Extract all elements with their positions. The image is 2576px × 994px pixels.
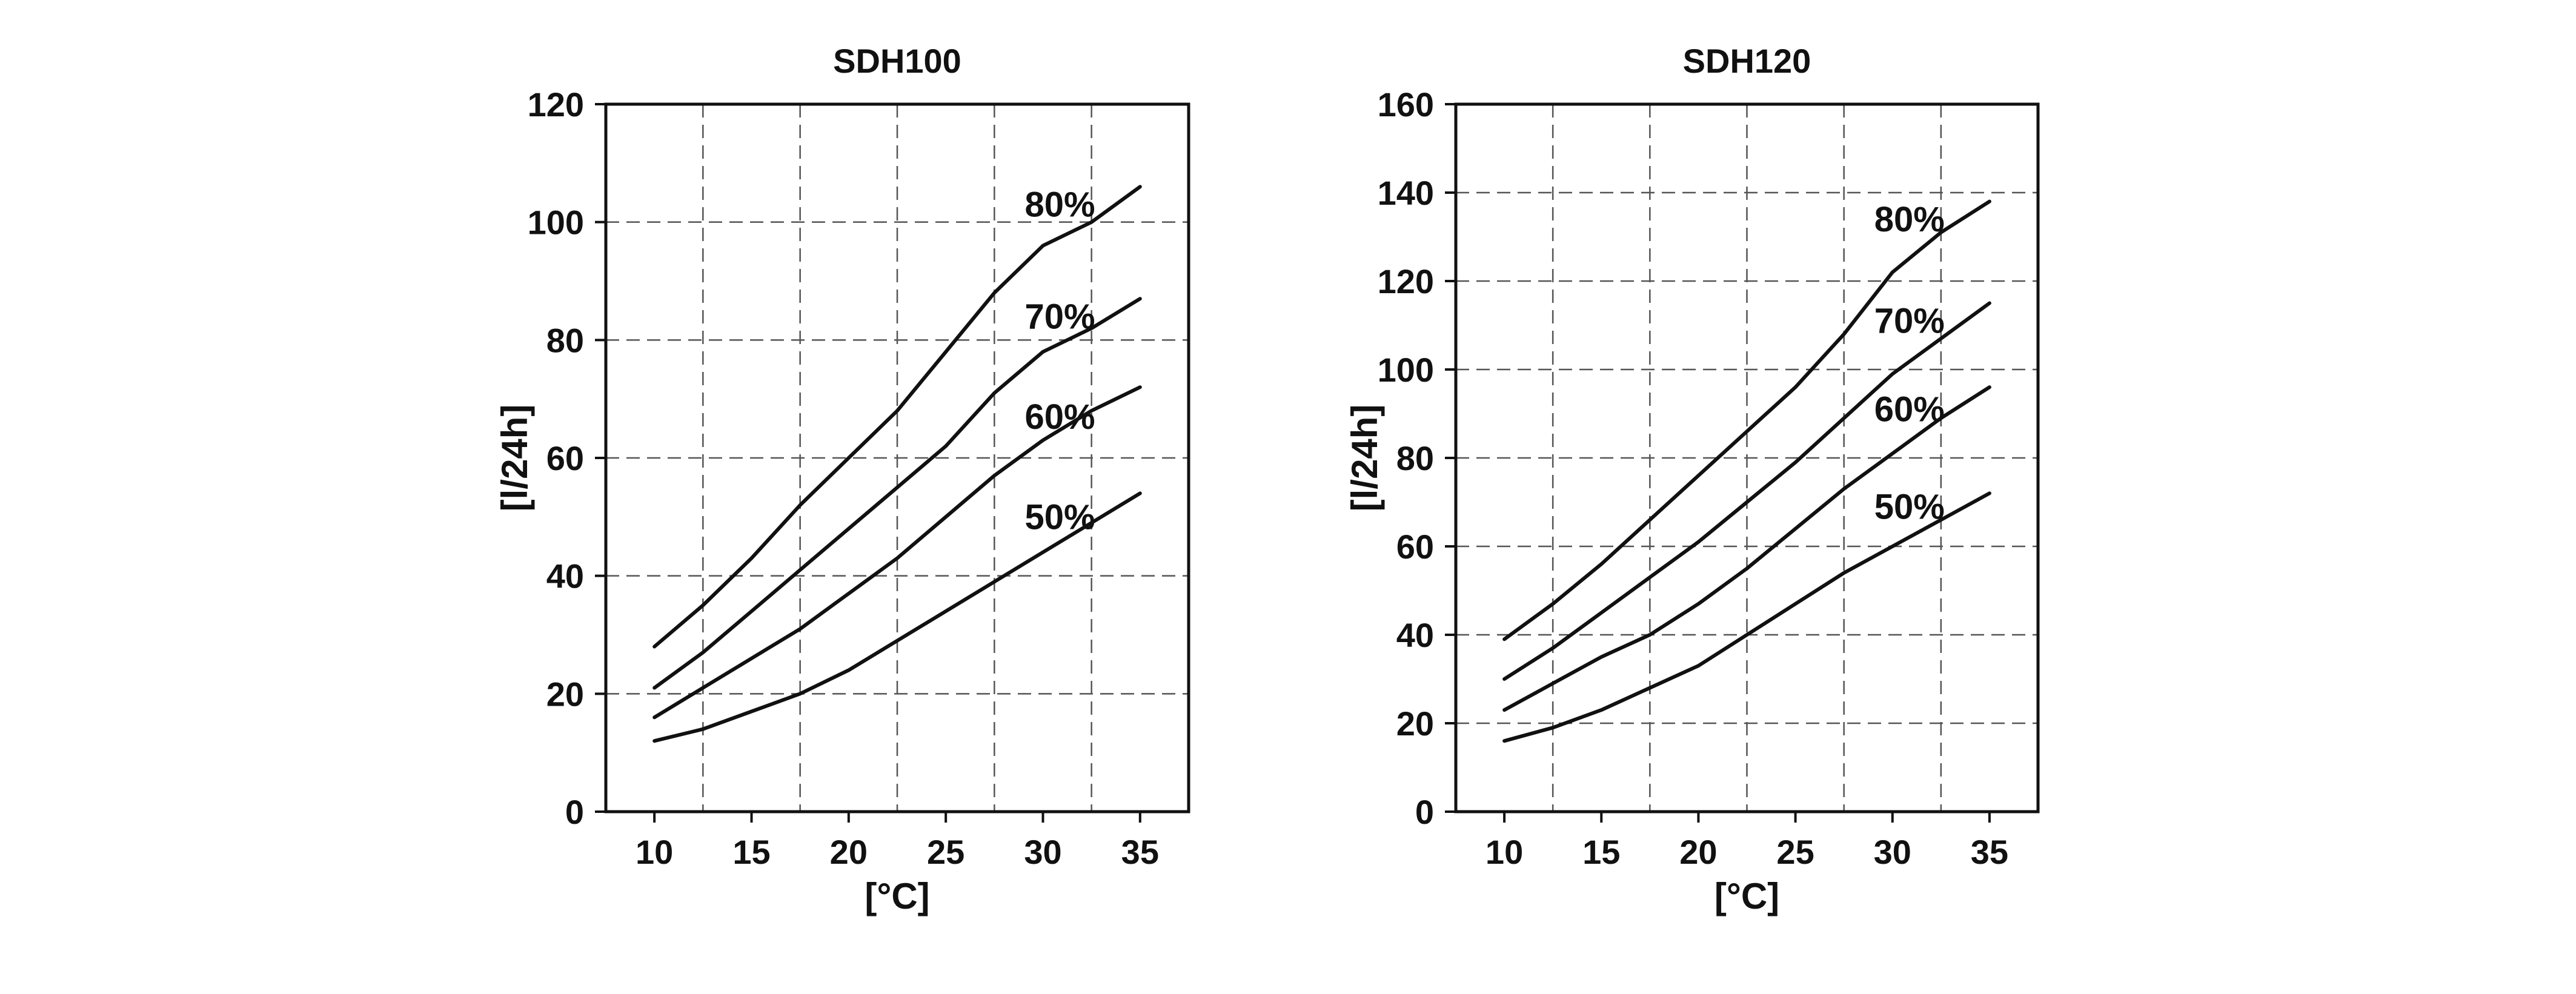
series-line-50-percent — [1502, 491, 1991, 743]
y-tick-label: 0 — [1415, 793, 1434, 831]
x-tick-label: 25 — [1776, 833, 1814, 871]
series-label-50-percent: 50% — [1874, 487, 1945, 526]
series-label-60-percent: 60% — [1025, 397, 1095, 437]
y-tick-label: 80 — [1396, 439, 1434, 477]
series-labels: 80% 70% 60% 50% — [1874, 200, 1945, 527]
gridlines — [1456, 104, 2038, 812]
tick-marks — [595, 103, 1141, 823]
series-lines — [652, 185, 1142, 743]
x-tick-label: 35 — [1121, 833, 1159, 871]
y-tick-label: 0 — [565, 793, 584, 831]
y-tick-label: 20 — [1396, 704, 1434, 743]
tick-labels: 10 15 20 25 30 35 0 20 40 60 80 100 120 — [528, 85, 1159, 871]
y-tick-label: 120 — [528, 85, 584, 124]
y-tick-label: 80 — [546, 321, 584, 359]
y-axis-label: [l/24h] — [1344, 405, 1385, 512]
x-axis-label: [°C] — [865, 876, 929, 916]
series-line-50-percent — [652, 491, 1142, 743]
y-tick-label: 40 — [546, 557, 584, 595]
series-line-60-percent — [652, 385, 1142, 720]
y-tick-label: 60 — [1396, 528, 1434, 566]
series-labels: 80% 70% 60% 50% — [1025, 185, 1095, 537]
y-tick-label: 140 — [1378, 174, 1434, 212]
series-label-70-percent: 70% — [1025, 297, 1095, 336]
x-tick-label: 30 — [1024, 833, 1061, 871]
chart-sdh120: 10 15 20 25 30 35 0 20 40 60 80 100 120 140 160 80% 70%… — [1344, 42, 2040, 916]
y-tick-label: 20 — [546, 675, 584, 713]
y-tick-label: 100 — [1378, 351, 1434, 389]
series-lines — [1502, 199, 1991, 743]
x-tick-label: 10 — [636, 833, 673, 871]
y-tick-label: 160 — [1378, 85, 1434, 124]
series-label-80-percent: 80% — [1874, 200, 1945, 239]
y-tick-label: 120 — [1378, 262, 1434, 300]
x-tick-label: 10 — [1486, 833, 1523, 871]
x-axis-label: [°C] — [1715, 876, 1779, 916]
x-tick-label: 35 — [1971, 833, 2008, 871]
x-tick-label: 15 — [732, 833, 770, 871]
tick-marks — [1445, 103, 1991, 823]
series-line-70-percent — [1502, 301, 1991, 681]
y-axis-label: [l/24h] — [494, 405, 535, 512]
series-label-50-percent: 50% — [1025, 497, 1095, 537]
x-tick-label: 20 — [830, 833, 868, 871]
series-line-80-percent — [652, 185, 1142, 649]
series-label-70-percent: 70% — [1874, 302, 1945, 341]
series-line-60-percent — [1502, 385, 1991, 712]
x-tick-label: 25 — [927, 833, 964, 871]
chart-title: SDH100 — [833, 42, 961, 80]
y-tick-label: 40 — [1396, 616, 1434, 654]
chart-sdh100: 10 15 20 25 30 35 0 20 40 60 80 100 120 80% 70% 60% 50%… — [494, 42, 1190, 916]
x-tick-label: 20 — [1679, 833, 1717, 871]
tick-labels: 10 15 20 25 30 35 0 20 40 60 80 100 120 140 160 — [1378, 85, 2009, 871]
series-line-80-percent — [1502, 199, 1991, 641]
series-label-80-percent: 80% — [1025, 185, 1095, 224]
y-tick-label: 100 — [528, 204, 584, 242]
gridlines — [606, 104, 1189, 812]
x-tick-label: 30 — [1874, 833, 1911, 871]
y-tick-label: 60 — [546, 439, 584, 477]
series-line-70-percent — [652, 297, 1142, 690]
x-tick-label: 15 — [1582, 833, 1620, 871]
chart-title: SDH120 — [1683, 42, 1811, 80]
series-label-60-percent: 60% — [1874, 390, 1945, 429]
